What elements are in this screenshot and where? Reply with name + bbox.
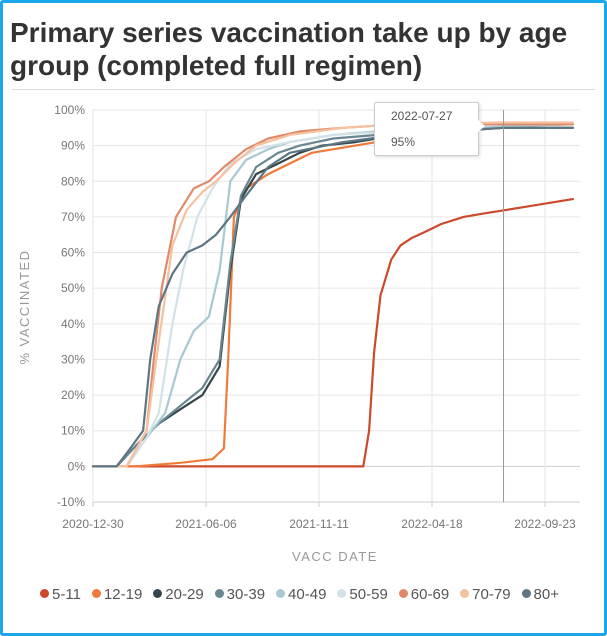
y-tick-label: 20%: [61, 388, 85, 402]
y-tick-label: 100%: [54, 103, 85, 117]
x-axis-ticks: 2020-12-30 2021-06-06 2021-11-11 2022-04-18…: [62, 517, 576, 531]
tooltip-value: 95%: [391, 135, 416, 149]
legend-label: 70-79: [472, 586, 511, 603]
series-line-70-79[interactable]: [91, 121, 575, 468]
legend-label: 50-59: [349, 586, 388, 603]
legend-swatch: [276, 589, 286, 598]
x-tick-label: 2022-09-23: [514, 517, 576, 531]
x-axis-label: VACC DATE: [292, 549, 378, 564]
tooltip-pointer: [477, 119, 485, 133]
y-axis-ticks: -10% 0% 10% 20% 30% 40% 50% 60% 70% 80% 90% 100%: [54, 103, 85, 509]
legend-swatch: [153, 589, 163, 598]
legend-item-70-79[interactable]: 70-79: [460, 584, 511, 605]
legend-swatch: [91, 589, 101, 598]
legend-label: 5-11: [52, 586, 81, 603]
legend-label: 20-29: [165, 586, 204, 603]
legend-item-50-59[interactable]: 50-59: [337, 584, 388, 605]
legend-label: 60-69: [410, 586, 450, 603]
y-tick-label: 30%: [61, 352, 85, 366]
y-tick-label: 70%: [61, 210, 85, 224]
legend-swatch: [337, 589, 347, 598]
x-tick-label: 2022-04-18: [401, 517, 463, 531]
legend-item-40-49[interactable]: 40-49: [276, 584, 326, 605]
y-tick-label: 60%: [61, 246, 85, 260]
x-tick-label: 2021-06-06: [175, 517, 237, 531]
series-lines[interactable]: [91, 121, 575, 468]
y-axis-label: % VACCINATED: [17, 249, 32, 364]
y-tick-label: -10%: [57, 495, 85, 509]
legend-swatch: [460, 589, 470, 598]
tooltip: 2022-07-27 95%: [374, 102, 479, 156]
tooltip-date: 2022-07-27: [391, 109, 453, 123]
y-tick-label: 90%: [61, 139, 85, 153]
legend-item-30-39[interactable]: 30-39: [214, 584, 266, 605]
title-divider: [12, 89, 595, 90]
chart-legend: 5-11 12-19 20-29 30-39 40-49 50-59 60-69 70-79 8…: [40, 584, 595, 605]
legend-swatch: [521, 589, 531, 598]
legend-label: 12-19: [103, 586, 143, 603]
legend-item-5-11[interactable]: 5-11: [40, 584, 81, 605]
legend-label: 80+: [533, 586, 559, 603]
legend-label: 30-39: [226, 586, 266, 603]
legend-item-80plus[interactable]: 80+: [521, 584, 559, 605]
series-line-5-11[interactable]: [91, 198, 575, 468]
grid-lines: [92, 109, 580, 507]
legend-swatch: [40, 589, 49, 598]
x-tick-label: 2020-12-30: [62, 517, 124, 531]
legend-item-60-69[interactable]: 60-69: [398, 584, 450, 605]
legend-swatch: [398, 589, 408, 598]
y-tick-label: 10%: [61, 424, 85, 438]
y-tick-label: 50%: [61, 281, 85, 295]
series-line-80plus[interactable]: [91, 126, 575, 468]
x-tick-label: 2021-11-11: [289, 517, 349, 531]
legend-item-12-19[interactable]: 12-19: [91, 584, 143, 605]
y-tick-label: 80%: [61, 174, 85, 188]
chart-title: Primary series vaccination take up by ag…: [10, 17, 568, 81]
y-tick-label: 0%: [68, 459, 86, 473]
legend-swatch: [214, 589, 224, 598]
y-tick-label: 40%: [61, 317, 85, 331]
legend-item-20-29[interactable]: 20-29: [153, 584, 204, 605]
legend-label: 40-49: [288, 586, 327, 603]
